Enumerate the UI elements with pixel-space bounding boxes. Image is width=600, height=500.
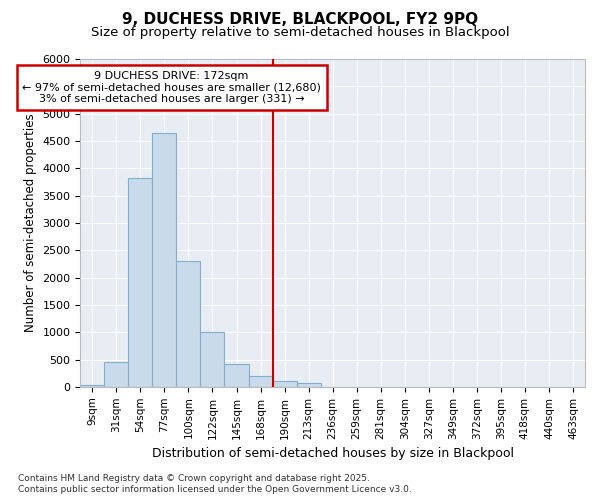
Bar: [104, 362, 128, 387]
Bar: [200, 332, 224, 387]
X-axis label: Distribution of semi-detached houses by size in Blackpool: Distribution of semi-detached houses by …: [152, 447, 514, 460]
Bar: [152, 133, 176, 387]
Y-axis label: Number of semi-detached properties: Number of semi-detached properties: [24, 114, 37, 332]
Bar: [80, 385, 104, 387]
Bar: [296, 382, 320, 387]
Bar: [128, 178, 152, 387]
Text: 9 DUCHESS DRIVE: 172sqm
← 97% of semi-detached houses are smaller (12,680)
3% of: 9 DUCHESS DRIVE: 172sqm ← 97% of semi-de…: [22, 71, 321, 104]
Bar: [248, 376, 272, 387]
Text: Contains HM Land Registry data © Crown copyright and database right 2025.
Contai: Contains HM Land Registry data © Crown c…: [18, 474, 412, 494]
Bar: [224, 364, 248, 387]
Text: 9, DUCHESS DRIVE, BLACKPOOL, FY2 9PQ: 9, DUCHESS DRIVE, BLACKPOOL, FY2 9PQ: [122, 12, 478, 28]
Text: Size of property relative to semi-detached houses in Blackpool: Size of property relative to semi-detach…: [91, 26, 509, 39]
Bar: [272, 381, 296, 387]
Bar: [176, 261, 200, 387]
